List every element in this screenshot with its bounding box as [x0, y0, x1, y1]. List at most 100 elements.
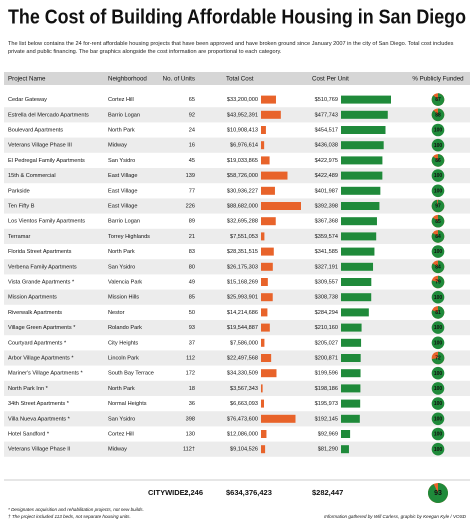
funding-pie: [431, 412, 445, 426]
cost-per-unit: $199,596: [315, 371, 338, 377]
pct-label: 100: [434, 447, 443, 453]
total-cost-bar: [261, 399, 265, 408]
cost-per-unit: $308,738: [315, 295, 338, 301]
total-cost-bar: [261, 445, 266, 454]
project-name: Parkside: [8, 188, 30, 194]
units: 93: [189, 325, 195, 331]
cost-per-unit: $341,585: [315, 249, 338, 255]
neighborhood: Valencia Park: [108, 279, 142, 285]
total-cost-bar: [261, 232, 265, 241]
units: 36: [189, 401, 195, 407]
funding-pie-share: [431, 306, 445, 319]
units: 49: [189, 279, 195, 285]
pct-label: 100: [434, 249, 443, 255]
total-cost-bar: [261, 171, 288, 180]
funding-pie: [431, 184, 445, 198]
neighborhood: East Village: [108, 188, 137, 194]
funding-pie-share: [431, 214, 445, 228]
total-cost: $15,168,269: [227, 279, 258, 285]
total-cost-sum: $634,376,423: [226, 488, 272, 497]
cost-per-unit-bar: [341, 202, 380, 210]
cost-per-unit: $436,038: [315, 143, 338, 149]
total-cost-bar: [261, 354, 272, 362]
pct-label: 100: [434, 340, 443, 346]
neighborhood: South Bay Terrace: [108, 371, 154, 377]
total-cost: $43,952,391: [227, 112, 258, 118]
cost-per-unit: $198,186: [315, 386, 338, 392]
total-cost: $22,497,568: [227, 355, 258, 361]
total-cost: $6,663,093: [230, 401, 258, 407]
units: 50: [189, 310, 195, 316]
units: 139: [186, 173, 195, 179]
cost-per-unit-bar: [341, 110, 388, 119]
funding-pie: [431, 397, 445, 410]
pct-label: 100: [434, 143, 443, 149]
cost-per-unit-bar: [341, 308, 369, 317]
total-cost-bar: [261, 293, 273, 302]
funding-pie: [431, 321, 445, 334]
funding-pie: [431, 123, 445, 137]
cost-per-unit: $367,368: [315, 219, 338, 225]
funding-pie: [431, 336, 445, 350]
total-cost-bar: [261, 126, 266, 134]
units: 112: [186, 355, 195, 361]
cost-per-unit: $454,517: [315, 127, 338, 133]
project-name: Hotel Sandford *: [8, 431, 50, 437]
total-cost-per-unit: $282,447: [312, 488, 343, 497]
cost-per-unit: $401,987: [315, 188, 338, 194]
total-cost: $9,104,526: [230, 447, 258, 453]
units: 89: [189, 219, 195, 225]
neighborhood: Barrio Logan: [108, 219, 140, 225]
total-cost: $26,175,303: [227, 264, 258, 270]
project-name: Courtyard Apartments *: [8, 340, 67, 346]
total-cost: $7,586,000: [230, 340, 258, 346]
column-header: % Publicly Funded: [412, 76, 464, 83]
cost-per-unit: $327,191: [315, 264, 338, 270]
neighborhood: Midway: [108, 447, 127, 453]
project-name: Vista Grande Apartments *: [8, 279, 75, 285]
neighborhood: East Village: [108, 203, 137, 209]
total-cost: $3,567,343: [230, 386, 258, 392]
units: 398: [186, 416, 195, 422]
neighborhood: Rolando Park: [108, 325, 142, 331]
pct-label: 100: [434, 416, 443, 422]
project-name: Veterans Village Phase II: [8, 447, 71, 453]
units: 130: [186, 431, 195, 437]
project-name: Veterans Village Phase III: [8, 143, 72, 149]
units: 112†: [183, 447, 195, 453]
units: 16: [189, 143, 195, 149]
neighborhood: Lincoln Park: [108, 355, 139, 361]
project-name: Villa Nueva Apartments *: [8, 416, 71, 422]
total-cost-bar: [261, 141, 265, 150]
total-cost: $30,936,227: [227, 188, 258, 194]
cost-per-unit-bar: [341, 95, 391, 104]
total-cost: $12,086,000: [227, 431, 258, 437]
funding-pie: [431, 245, 445, 258]
cost-per-unit-bar: [341, 141, 384, 150]
cost-per-unit: $309,557: [315, 279, 338, 285]
intro: The list below contains the 24 for-rent …: [8, 41, 454, 55]
column-header: Cost Per Unit: [312, 76, 349, 83]
pct-label: 100: [434, 386, 443, 392]
cost-per-unit-bar: [341, 430, 351, 438]
cost-per-unit-bar: [341, 384, 361, 393]
neighborhood: Cortez Hill: [108, 431, 134, 437]
total-cost: $7,551,053: [230, 234, 258, 240]
cost-per-unit-bar: [341, 217, 377, 226]
funding-pie-share: [431, 108, 445, 122]
pct-label: 87: [435, 97, 441, 103]
units: 18: [189, 386, 195, 392]
total-pct-label: 93: [434, 490, 442, 497]
pct-label: 100: [434, 173, 443, 179]
funding-pie: [431, 138, 445, 152]
project-name: Terramar: [8, 234, 31, 240]
units: 77: [189, 188, 195, 194]
total-cost: $6,976,614: [230, 143, 258, 149]
project-name: Florida Street Apartments: [8, 249, 72, 255]
project-name: Mission Apartments: [8, 295, 57, 301]
total-cost: $34,330,509: [227, 371, 258, 377]
cost-per-unit-bar: [341, 293, 372, 302]
cost-per-unit-bar: [341, 445, 349, 454]
project-name: Arbor Village Apartments *: [8, 355, 74, 361]
